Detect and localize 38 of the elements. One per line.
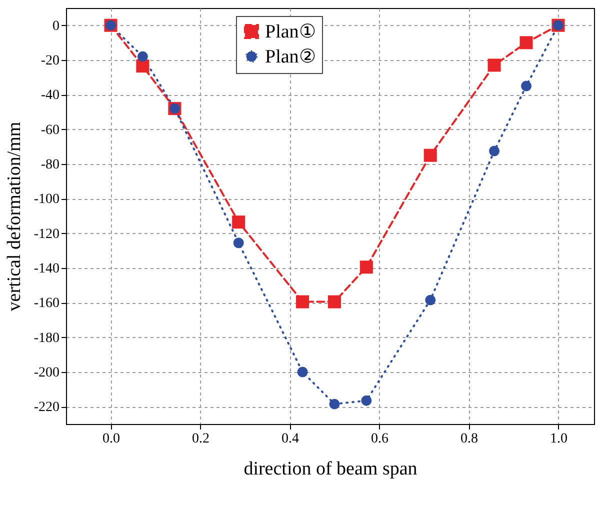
- y-tick-label: -220: [34, 400, 60, 416]
- point: [232, 216, 246, 229]
- x-tick-label: 0.6: [370, 432, 388, 446]
- x-tick-label: 0.2: [192, 432, 210, 446]
- point: [296, 295, 310, 308]
- point: [329, 398, 340, 410]
- y-tick-label: -200: [34, 366, 60, 380]
- y-tick-label: -160: [34, 296, 60, 312]
- legend-label: Plan①: [265, 22, 316, 42]
- point: [521, 80, 532, 92]
- y-tick-label: -40: [40, 88, 60, 104]
- point: [136, 60, 150, 73]
- legend-label: Plan②: [265, 46, 316, 68]
- x-tick-label: 0.0: [102, 432, 120, 446]
- y-tick-label: -60: [40, 122, 60, 138]
- y-axis-title: vertical deformation/mm: [4, 122, 25, 312]
- y-tick-label: -80: [40, 158, 60, 172]
- point: [425, 294, 436, 306]
- point: [489, 146, 500, 156]
- point: [488, 58, 501, 72]
- point: [233, 238, 244, 248]
- point: [297, 366, 308, 378]
- y-tick-label: -120: [34, 226, 60, 242]
- point: [520, 36, 533, 50]
- point: [424, 148, 437, 162]
- y-tick-label: -140: [34, 262, 60, 276]
- x-axis-title: direction of beam span: [244, 458, 418, 480]
- y-tick-label: -100: [34, 192, 60, 208]
- y-tick-label: -180: [34, 330, 60, 346]
- point: [328, 295, 341, 308]
- point: [360, 260, 373, 274]
- x-tick-label: 0.4: [281, 432, 299, 446]
- point: [137, 51, 148, 62]
- x-tick-label: 0.8: [460, 432, 478, 446]
- point: [361, 395, 372, 406]
- x-tick-label: 1.0: [550, 432, 568, 446]
- y-tick-label: 0: [52, 18, 60, 34]
- y-tick-label: -20: [40, 54, 60, 68]
